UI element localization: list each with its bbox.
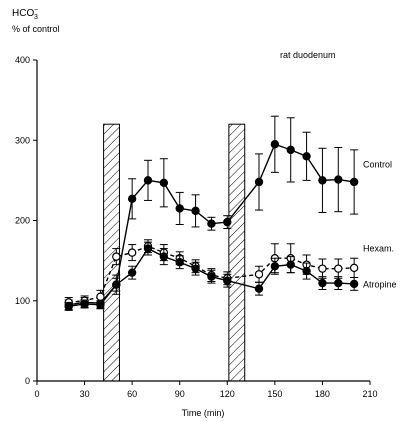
data-point <box>64 302 73 311</box>
y-tick-label: 300 <box>15 135 30 145</box>
x-tick-label: 180 <box>315 389 330 399</box>
y-axis-label-subscript: 3 <box>34 14 38 21</box>
data-point <box>318 278 327 288</box>
data-point <box>349 177 359 187</box>
x-tick-label: 150 <box>267 389 282 399</box>
shaded-intervals <box>103 123 246 382</box>
x-tick-label: 30 <box>80 389 90 399</box>
series-line <box>68 245 355 304</box>
data-point <box>143 244 153 253</box>
series-label: Control <box>363 159 392 169</box>
x-tick-label: 90 <box>175 389 185 399</box>
y-axis-label: HCO − 3 % of control <box>12 7 60 34</box>
data-point <box>334 264 343 273</box>
x-tick-label: 60 <box>127 389 137 399</box>
data-point <box>159 178 169 187</box>
data-point <box>223 276 232 285</box>
data-point <box>254 270 264 279</box>
data-point <box>175 258 184 267</box>
x-axis-label: Time (min) <box>182 408 225 418</box>
data-point <box>318 176 327 185</box>
series-label: Atropine <box>363 280 397 290</box>
data-point <box>191 206 200 216</box>
y-axis-label-main: HCO <box>12 8 34 19</box>
series-labels: Control Hexam. Atropine <box>363 159 397 289</box>
data-point <box>143 176 153 185</box>
data-point <box>334 278 343 288</box>
data-point <box>286 145 295 155</box>
data-point <box>207 219 216 228</box>
y-tick-label: 100 <box>15 296 30 306</box>
shaded-interval <box>228 123 246 382</box>
data-point <box>112 280 121 289</box>
y-tick-label: 400 <box>15 55 30 65</box>
data-point <box>302 266 311 276</box>
data-point <box>80 299 89 309</box>
data-point <box>302 152 311 161</box>
data-point <box>112 252 121 261</box>
data-point <box>349 263 359 273</box>
x-tick-label: 120 <box>220 389 235 399</box>
data-point <box>254 284 264 293</box>
series-group <box>64 115 359 311</box>
data-point <box>159 252 169 261</box>
data-point <box>349 279 359 289</box>
data-point <box>270 140 280 149</box>
data-point <box>270 262 280 271</box>
data-point <box>318 264 327 273</box>
y-axis-label-superscript: − <box>34 7 38 14</box>
data-point <box>334 175 343 184</box>
data-point <box>127 248 137 257</box>
data-point <box>96 300 105 309</box>
data-point <box>175 204 184 213</box>
chart-annotation: rat duodenum <box>280 50 336 60</box>
x-tick-label: 0 <box>34 389 39 399</box>
series-label: Hexam. <box>363 244 394 254</box>
shaded-interval <box>103 123 120 382</box>
y-tick-label: 0 <box>25 376 30 386</box>
data-point <box>223 217 232 227</box>
data-point <box>286 260 295 269</box>
data-point <box>127 194 137 204</box>
data-point <box>96 292 105 301</box>
x-tick-label: 210 <box>362 389 377 399</box>
y-tick-label: 200 <box>15 216 30 226</box>
data-point <box>127 268 137 277</box>
data-point <box>207 272 216 281</box>
y-axis-label-units: % of control <box>12 24 60 34</box>
data-point <box>191 264 200 273</box>
data-point <box>254 177 264 187</box>
axis-ticks: 0 30 60 90 120 150 180 210 0 100 200 300 400 <box>15 55 378 399</box>
